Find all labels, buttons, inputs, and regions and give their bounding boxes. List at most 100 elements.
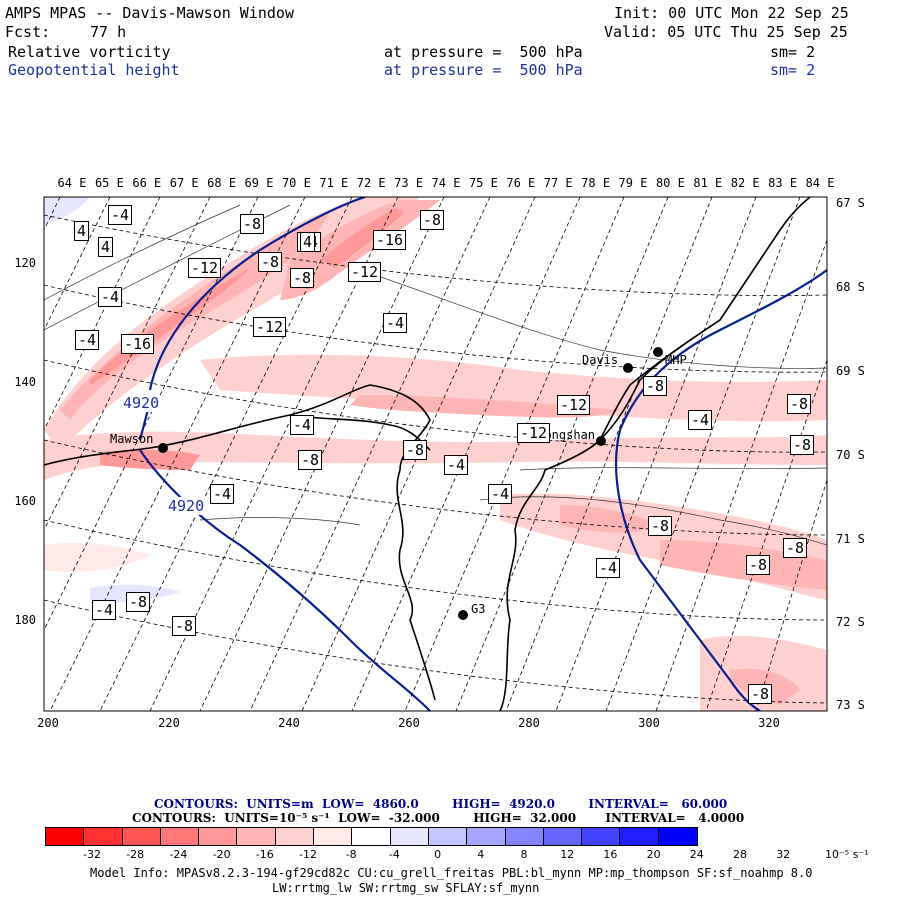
color-bar-tick: -4 xyxy=(388,848,400,861)
vorticity-contour-info: CONTOURS: UNITS=10⁻⁵ s⁻¹ LOW= -32.000 HI… xyxy=(132,811,745,825)
lon-label: 69 E xyxy=(244,176,274,190)
lon-label: 72 E xyxy=(356,176,386,190)
vorticity-contour-label: -8 xyxy=(420,210,445,230)
lat-label: 67 S xyxy=(836,196,865,210)
lon-label: 71 E xyxy=(319,176,349,190)
lon-label: 74 E xyxy=(431,176,461,190)
lon-label: 84 E xyxy=(805,176,835,190)
lon-label: 67 E xyxy=(169,176,199,190)
lat-label: 69 S xyxy=(836,364,865,378)
vorticity-contour-label: -4 xyxy=(290,415,315,435)
vorticity-contour-label: -4 xyxy=(688,410,713,430)
vorticity-contour-label: -8 xyxy=(783,538,808,558)
station-markers xyxy=(158,347,663,620)
vorticity-contour-label: -8 xyxy=(648,516,673,536)
color-bar-tick: 12 xyxy=(560,848,575,861)
lon-label: 68 E xyxy=(207,176,237,190)
x-tick: 320 xyxy=(758,716,780,730)
vorticity-contour-label: -8 xyxy=(643,376,668,396)
graticule xyxy=(44,197,827,711)
color-bar-tick: 24 xyxy=(689,848,704,861)
color-bar-tick: 32 xyxy=(776,848,791,861)
vorticity-contour-label: -4 xyxy=(75,330,100,350)
color-bar-swatch xyxy=(467,828,506,845)
forecast-hour: 77 h xyxy=(90,23,127,41)
color-bar-tick: 8 xyxy=(520,848,528,861)
lon-label: 64 E xyxy=(57,176,87,190)
color-bar-tick: -8 xyxy=(345,848,357,861)
vorticity-contour-label: -16 xyxy=(373,230,407,250)
vorticity-contour-label: -4 xyxy=(488,484,513,504)
lat-label: 72 S xyxy=(836,615,865,629)
vorticity-contour-label: -4 xyxy=(444,455,469,475)
lon-label: 78 E xyxy=(581,176,611,190)
color-bar-tick: 0 xyxy=(434,848,442,861)
init-time: Init: 00 UTC Mon 22 Sep 25 xyxy=(614,4,849,22)
height-contour-info: CONTOURS: UNITS=m LOW= 4860.0 HIGH= 4920… xyxy=(154,797,728,811)
x-tick: 200 xyxy=(37,716,59,730)
color-bar-swatch xyxy=(314,828,353,845)
color-bar-swatch xyxy=(84,828,123,845)
lat-label: 68 S xyxy=(836,280,865,294)
lon-label: 76 E xyxy=(506,176,536,190)
color-bar-tick: 20 xyxy=(646,848,661,861)
lat-label: 70 S xyxy=(836,448,865,462)
color-bar-tick: 4 xyxy=(477,848,485,861)
color-bar-tick: -16 xyxy=(255,848,274,861)
field1-name: Relative vorticity xyxy=(8,43,171,61)
vorticity-contour-label: -12 xyxy=(348,262,382,282)
vorticity-contour-label: -12 xyxy=(557,395,591,415)
station-label-davis: Davis xyxy=(582,353,619,367)
lon-label: 82 E xyxy=(730,176,760,190)
vorticity-contour-label: -8 xyxy=(790,435,815,455)
field1-smoothing: sm= 2 xyxy=(770,43,816,61)
x-tick: 280 xyxy=(518,716,540,730)
vorticity-contour-label: -12 xyxy=(253,317,287,337)
vorticity-contour-label: -4 xyxy=(108,205,133,225)
vorticity-contour-label: -8 xyxy=(787,394,812,414)
x-tick: 220 xyxy=(158,716,180,730)
vorticity-contour-label: -8 xyxy=(403,440,428,460)
color-bar-tick: -28 xyxy=(126,848,145,861)
height-contour-label: 4920 xyxy=(123,394,160,412)
color-bar-swatch xyxy=(582,828,621,845)
vorticity-contour-label: -8 xyxy=(748,684,773,704)
lon-label: 66 E xyxy=(132,176,162,190)
vorticity-contour-label: -8 xyxy=(172,616,197,636)
color-bar-swatch xyxy=(543,828,583,845)
color-bar-unit: 10⁻⁵ s⁻¹ xyxy=(825,848,869,861)
color-bar-tick: -32 xyxy=(83,848,101,861)
vorticity-contour-label: -8 xyxy=(746,555,771,575)
lon-label: 79 E xyxy=(618,176,648,190)
station-label-mhp: MHP xyxy=(665,353,687,367)
lon-label: 81 E xyxy=(693,176,723,190)
model-info-physics: LW:rrtmg_lw SW:rrtmg_sw SFLAY:sf_mynn xyxy=(272,881,540,895)
color-bar-swatch xyxy=(620,828,659,845)
vorticity-contour-label: -8 xyxy=(258,252,283,272)
color-bar-swatch xyxy=(352,828,391,845)
color-bar-swatch xyxy=(658,828,698,845)
field2-smoothing: sm= 2 xyxy=(770,61,816,79)
y-tick: 160 xyxy=(14,494,36,508)
color-bar-swatch xyxy=(199,828,238,845)
color-bar-swatch xyxy=(505,828,544,845)
height-contour-label: 4920 xyxy=(168,497,205,515)
lon-label: 73 E xyxy=(394,176,424,190)
vorticity-contour-label: -12 xyxy=(188,258,222,278)
vorticity-contour-label: 4 xyxy=(300,232,316,252)
vorticity-contour-label: -4 xyxy=(98,287,123,307)
lon-label: 75 E xyxy=(468,176,498,190)
lon-label: 70 E xyxy=(281,176,311,190)
station-label-g3: G3 xyxy=(471,602,486,616)
forecast-label: Fcst: xyxy=(5,23,51,41)
valid-time: Valid: 05 UTC Thu 25 Sep 25 xyxy=(604,23,848,41)
color-bar-swatch xyxy=(390,828,429,845)
vorticity-contour-label: -8 xyxy=(240,214,265,234)
vorticity-contour-label: -4 xyxy=(92,600,117,620)
vorticity-contour-label: -8 xyxy=(298,450,323,470)
color-bar-tick: 28 xyxy=(733,848,747,861)
y-tick: 180 xyxy=(14,613,36,627)
station-label-mawson: Mawson xyxy=(110,432,154,446)
y-tick: 120 xyxy=(14,256,36,270)
